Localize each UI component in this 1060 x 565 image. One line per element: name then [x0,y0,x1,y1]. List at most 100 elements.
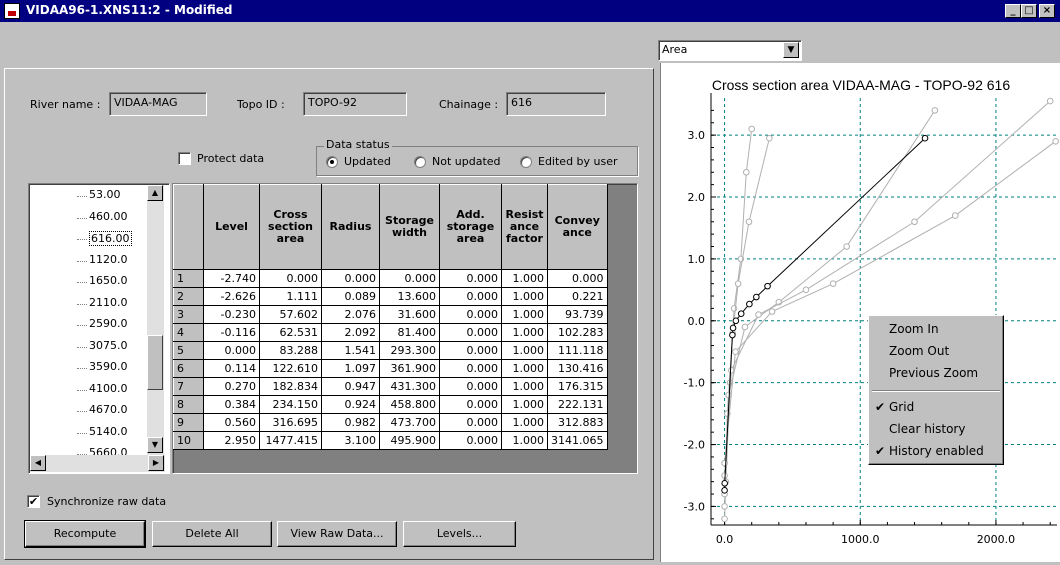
column-header[interactable]: Storage width [379,184,440,270]
status-edited-radio[interactable] [520,156,532,168]
column-header[interactable]: Resist ance factor [501,184,548,270]
tree-item[interactable]: 4100.0 [89,381,128,395]
column-header[interactable]: Cross section area [259,184,322,270]
table-cell[interactable]: 13.600 [379,287,440,306]
row-number[interactable]: 4 [173,323,204,342]
column-header[interactable]: Level [203,184,260,270]
menu-item-clear-history[interactable]: Clear history [889,422,966,436]
row-number[interactable]: 3 [173,305,204,324]
table-row[interactable]: 7 0.270 182.834 0.947 431.300 0.000 1.000 176.3… [173,377,608,396]
tree-item[interactable]: 53.00 [89,188,121,201]
tree-item[interactable]: 5140.0 [89,424,128,438]
table-cell[interactable]: 1477.415 [259,431,322,450]
menu-item-zoom-in[interactable]: Zoom In [889,322,939,336]
table-cell[interactable]: 1.000 [501,269,548,288]
table-cell[interactable]: 3.100 [321,431,380,450]
table-cell[interactable]: 3141.065 [547,431,608,450]
table-cell[interactable]: 222.131 [547,395,608,414]
status-not-updated-radio[interactable] [414,156,426,168]
table-cell[interactable]: 1.000 [501,431,548,450]
row-number[interactable]: 2 [173,287,204,306]
table-cell[interactable]: 312.883 [547,413,608,432]
table-cell[interactable]: 1.541 [321,341,380,360]
table-cell[interactable]: 1.111 [259,287,322,306]
maximize-button[interactable]: □ [1021,4,1037,18]
table-cell[interactable]: 83.288 [259,341,322,360]
column-header[interactable]: Convey ance [547,184,608,270]
chevron-down-icon[interactable]: ▼ [783,42,799,58]
table-cell[interactable]: 0.000 [439,323,502,342]
table-cell[interactable]: 2.092 [321,323,380,342]
table-cell[interactable]: 0.000 [439,269,502,288]
table-row[interactable]: 2 -2.626 1.111 0.089 13.600 0.000 1.000 0.221 [173,287,608,306]
table-cell[interactable]: 62.531 [259,323,322,342]
table-cell[interactable]: -2.626 [203,287,260,306]
table-row[interactable]: 8 0.384 234.150 0.924 458.800 0.000 1.000 222.1… [173,395,608,414]
tree-item[interactable]: 3590.0 [89,360,128,373]
view-raw-data-button[interactable]: View Raw Data... [277,521,397,547]
row-number[interactable]: 8 [173,395,204,414]
table-cell[interactable]: 1.000 [501,287,548,306]
table-cell[interactable]: 0.221 [547,287,608,306]
protect-data-checkbox[interactable] [178,152,191,165]
row-number[interactable]: 6 [173,359,204,378]
cross-section-chart[interactable]: Cross section area VIDAA-MAG - TOPO-92 6… [661,63,1060,562]
minimize-button[interactable]: _ [1005,4,1021,18]
title-bar[interactable]: VIDAA96-1.XNS11:2 - Modified _ □ × [0,0,1060,22]
table-cell[interactable]: 122.610 [259,359,322,378]
scroll-right-arrow-icon[interactable]: ▶ [148,455,164,471]
close-button[interactable]: × [1039,4,1055,18]
row-number[interactable]: 5 [173,341,204,360]
table-cell[interactable]: 0.114 [203,359,260,378]
topo-id-field[interactable]: TOPO-92 [303,92,407,116]
synchronize-raw-data-checkbox[interactable]: ✔ [27,495,40,508]
table-cell[interactable]: 0.560 [203,413,260,432]
levels-button[interactable]: Levels... [403,521,516,547]
column-header[interactable]: Add. storage area [439,184,502,270]
table-cell[interactable]: 0.270 [203,377,260,396]
row-number[interactable]: 9 [173,413,204,432]
table-row[interactable]: 4 -0.116 62.531 2.092 81.400 0.000 1.000 102.28… [173,323,608,342]
table-cell[interactable]: 31.600 [379,305,440,324]
scroll-up-arrow-icon[interactable]: ▲ [147,185,163,201]
table-row[interactable]: 1 -2.740 0.000 0.000 0.000 0.000 1.000 0.000 [173,269,608,288]
table-cell[interactable]: 361.900 [379,359,440,378]
table-cell[interactable]: 0.000 [439,377,502,396]
table-cell[interactable]: 0.000 [547,269,608,288]
row-number[interactable]: 10 [173,431,204,450]
river-name-field[interactable]: VIDAA-MAG [109,92,207,116]
table-cell[interactable]: 293.300 [379,341,440,360]
table-cell[interactable]: 0.947 [321,377,380,396]
tree-item[interactable]: 2590.0 [89,317,128,330]
chainage-field[interactable]: 616 [506,92,606,116]
tree-vertical-scrollbar[interactable]: ▲ ▼ [147,185,164,455]
tree-item[interactable]: 4670.0 [89,403,128,416]
table-cell[interactable]: 81.400 [379,323,440,342]
table-cell[interactable]: 0.089 [321,287,380,306]
table-cell[interactable]: 473.700 [379,413,440,432]
table-cell[interactable]: 316.695 [259,413,322,432]
scroll-thumb[interactable] [147,335,163,390]
table-cell[interactable]: 234.150 [259,395,322,414]
menu-item-previous-zoom[interactable]: Previous Zoom [889,366,979,380]
table-cell[interactable]: 102.283 [547,323,608,342]
scroll-down-arrow-icon[interactable]: ▼ [147,437,163,453]
tree-item[interactable]: 1650.0 [89,274,128,287]
table-cell[interactable]: 0.000 [203,341,260,360]
table-cell[interactable]: 0.000 [259,269,322,288]
table-cell[interactable]: 0.000 [321,269,380,288]
context-menu[interactable]: Zoom In Zoom Out Previous Zoom ✔ Grid Cl… [868,315,1004,465]
tree-item[interactable]: 3075.0 [89,338,128,352]
table-cell[interactable]: 0.000 [439,395,502,414]
table-cell[interactable]: 0.000 [439,341,502,360]
table-row[interactable]: 10 2.950 1477.415 3.100 495.900 0.000 1.000 314… [173,431,608,450]
tree-item[interactable]: 2110.0 [89,295,128,309]
table-cell[interactable]: 0.000 [439,413,502,432]
table-cell[interactable]: 0.000 [379,269,440,288]
table-cell[interactable]: 0.000 [439,359,502,378]
data-table[interactable]: Level Cross section area Radius Storage wid… [173,184,608,450]
table-cell[interactable]: 431.300 [379,377,440,396]
table-cell[interactable]: 182.834 [259,377,322,396]
table-cell[interactable]: 2.950 [203,431,260,450]
table-cell[interactable]: 111.118 [547,341,608,360]
